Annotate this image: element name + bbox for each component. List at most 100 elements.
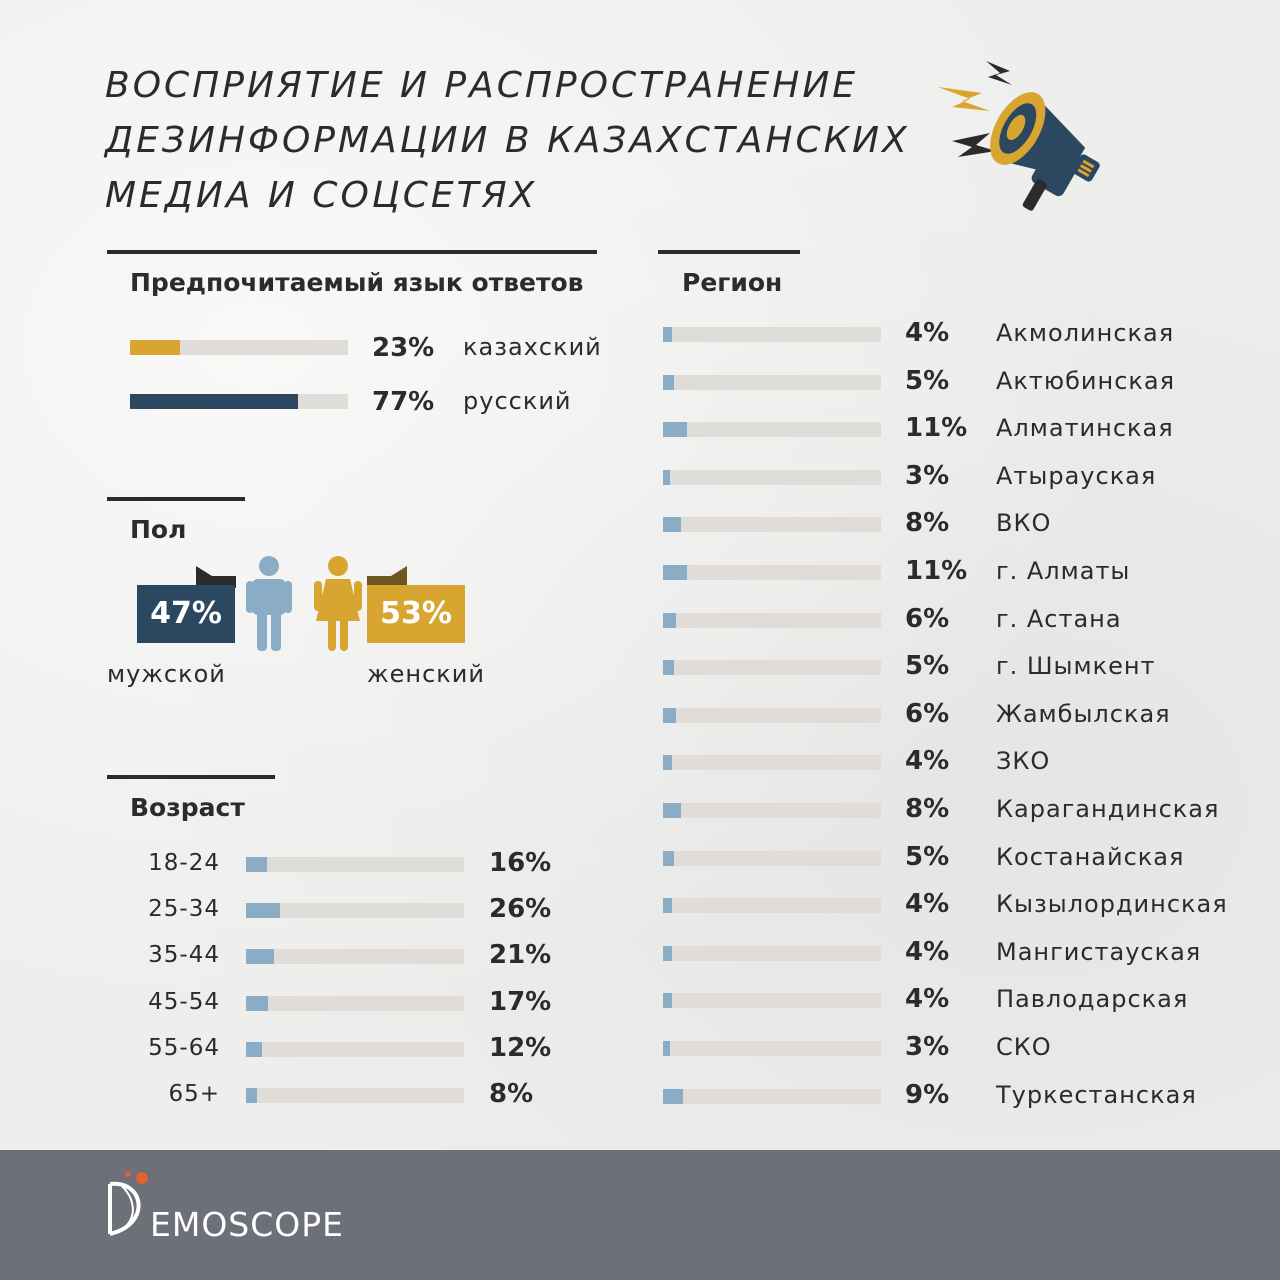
region-pct: 8%	[905, 794, 950, 824]
age-bar	[246, 949, 274, 964]
title-line-3: МЕДИА И СОЦСЕТЯХ	[105, 175, 538, 216]
region-label: Карагандинская	[996, 795, 1220, 823]
region-bar	[663, 517, 681, 532]
language-label: казахский	[463, 333, 602, 361]
age-pct: 12%	[489, 1033, 552, 1063]
region-bar-track	[663, 993, 881, 1008]
region-bar-track	[663, 851, 881, 866]
male-flag-tab	[196, 566, 236, 588]
region-bar-track	[663, 708, 881, 723]
region-heading: Регион	[682, 268, 783, 297]
region-label: г. Шымкент	[996, 652, 1156, 680]
region-bar	[663, 898, 672, 913]
lightning-bolt-dark-bottom	[952, 133, 996, 157]
region-label: ВКО	[996, 509, 1052, 537]
page-title: ВОСПРИЯТИЕ И РАСПРОСТРАНЕНИЕ ДЕЗИНФОРМАЦ…	[105, 58, 925, 223]
title-line-1: ВОСПРИЯТИЕ И РАСПРОСТРАНЕНИЕ	[105, 65, 858, 106]
region-pct: 6%	[905, 604, 950, 634]
language-bar	[130, 340, 181, 355]
region-pct: 4%	[905, 318, 950, 348]
age-rule	[107, 775, 275, 779]
region-label: Атырауская	[996, 462, 1157, 490]
region-bar	[663, 946, 672, 961]
region-pct: 6%	[905, 699, 950, 729]
region-pct: 4%	[905, 746, 950, 776]
age-label: 18-24	[148, 850, 220, 876]
demoscope-logo-icon	[108, 1171, 148, 1236]
region-label: Акмолинская	[996, 319, 1175, 347]
age-label: 25-34	[148, 896, 220, 922]
region-bar	[663, 422, 688, 437]
language-heading: Предпочитаемый язык ответов	[130, 268, 584, 297]
region-bar	[663, 993, 672, 1008]
region-bar	[663, 803, 681, 818]
region-label: СКО	[996, 1033, 1052, 1061]
region-bar	[663, 851, 674, 866]
age-label: 55-64	[148, 1035, 220, 1061]
region-bar	[663, 375, 674, 390]
age-bar	[246, 857, 268, 872]
male-pct-badge: 47%	[137, 585, 235, 643]
lightning-bolt-dark-top	[986, 61, 1012, 85]
region-bar	[663, 613, 677, 628]
age-bar	[246, 1088, 257, 1103]
region-bar-track	[663, 375, 881, 390]
region-pct: 8%	[905, 508, 950, 538]
region-bar	[663, 565, 688, 580]
female-person-icon	[314, 556, 362, 651]
region-pct: 3%	[905, 461, 950, 491]
region-label: ЗКО	[996, 747, 1051, 775]
title-line-2: ДЕЗИНФОРМАЦИИ В КАЗАХСТАНСКИХ	[105, 120, 910, 161]
age-bar-track	[246, 903, 464, 918]
language-bar-track	[130, 340, 348, 355]
region-pct: 11%	[905, 413, 968, 443]
region-rule	[658, 250, 800, 254]
female-label: женский	[367, 660, 485, 688]
male-label: мужской	[107, 660, 226, 688]
region-bar-track	[663, 898, 881, 913]
region-bar-track	[663, 422, 881, 437]
region-bar-track	[663, 1041, 881, 1056]
age-bar-track	[246, 949, 464, 964]
age-bar-track	[246, 857, 464, 872]
region-bar	[663, 1089, 683, 1104]
region-bar-track	[663, 327, 881, 342]
age-pct: 17%	[489, 987, 552, 1017]
age-pct: 21%	[489, 940, 552, 970]
age-bar	[246, 1042, 262, 1057]
age-pct: 8%	[489, 1079, 534, 1109]
age-label: 65+	[168, 1081, 220, 1107]
region-label: Алматинская	[996, 414, 1174, 442]
age-label: 45-54	[148, 989, 220, 1015]
age-pct: 16%	[489, 848, 552, 878]
region-label: Павлодарская	[996, 985, 1189, 1013]
language-pct: 23%	[372, 333, 435, 363]
gender-rule	[107, 497, 245, 501]
region-bar	[663, 660, 674, 675]
age-bar	[246, 903, 281, 918]
region-bar	[663, 1041, 670, 1056]
female-flag-tab	[367, 566, 407, 588]
demoscope-logo-text: EMOSCOPE	[150, 1205, 345, 1244]
lightning-bolt-yellow	[938, 87, 990, 111]
region-pct: 4%	[905, 984, 950, 1014]
male-person-icon	[246, 556, 292, 651]
region-pct: 11%	[905, 556, 968, 586]
region-bar	[663, 755, 672, 770]
region-pct: 3%	[905, 1032, 950, 1062]
age-bar-track	[246, 996, 464, 1011]
age-bar-track	[246, 1088, 464, 1103]
region-bar	[663, 708, 677, 723]
age-bar	[246, 996, 269, 1011]
age-heading: Возраст	[130, 793, 245, 822]
region-label: г. Алматы	[996, 557, 1131, 585]
region-bar	[663, 327, 672, 342]
language-bar-track	[130, 394, 348, 409]
region-pct: 4%	[905, 937, 950, 967]
region-bar-track	[663, 565, 881, 580]
region-bar-track	[663, 470, 881, 485]
paper-background	[0, 0, 1280, 1150]
region-bar	[663, 470, 670, 485]
region-pct: 5%	[905, 842, 950, 872]
female-pct-badge: 53%	[367, 585, 465, 643]
